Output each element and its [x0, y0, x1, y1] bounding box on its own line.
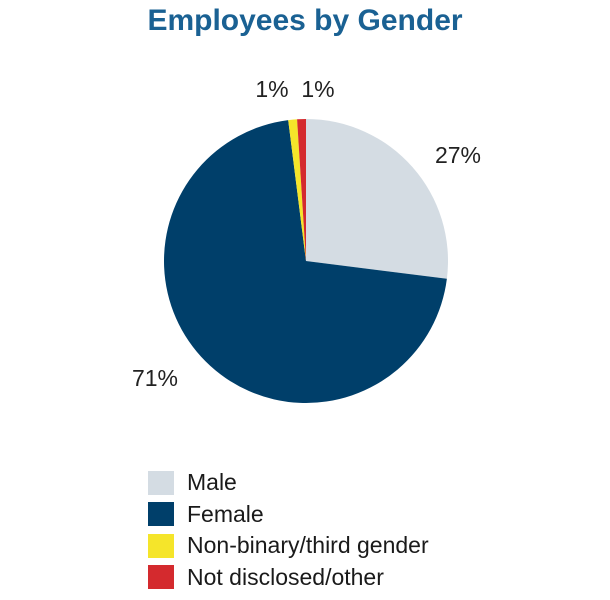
pie-slice-female [163, 120, 447, 403]
slice-label-male: 27% [435, 142, 481, 168]
pie-slice-male [306, 119, 448, 279]
legend-swatch-not-disclosed [148, 565, 174, 590]
slice-label-not-disclosed: 1% [301, 76, 334, 102]
legend-label-female: Female [187, 500, 264, 527]
legend-label-male: Male [187, 469, 237, 496]
legend-item-not-disclosed: Not disclosed/other [148, 562, 588, 594]
legend-swatch-male [148, 470, 174, 495]
legend-item-non-binary: Non-binary/third gender [148, 530, 588, 562]
legend-item-female: Female [148, 499, 588, 531]
legend-swatch-non-binary [148, 533, 174, 558]
legend-item-male: Male [148, 467, 588, 499]
chart-title: Employees by Gender [147, 4, 463, 37]
pie-slice-non-binary [288, 119, 306, 261]
slice-label-female: 71% [132, 365, 178, 391]
slice-label-non-binary: 1% [255, 76, 288, 102]
pie-slice-not-disclosed [297, 119, 306, 261]
legend-label-non-binary: Non-binary/third gender [187, 532, 429, 559]
pie-chart: 27% 71% 1% 1% [132, 76, 481, 403]
chart-legend: Male Female Non-binary/third gender Not … [148, 467, 588, 593]
legend-swatch-female [148, 502, 174, 527]
legend-label-not-disclosed: Not disclosed/other [187, 563, 384, 590]
